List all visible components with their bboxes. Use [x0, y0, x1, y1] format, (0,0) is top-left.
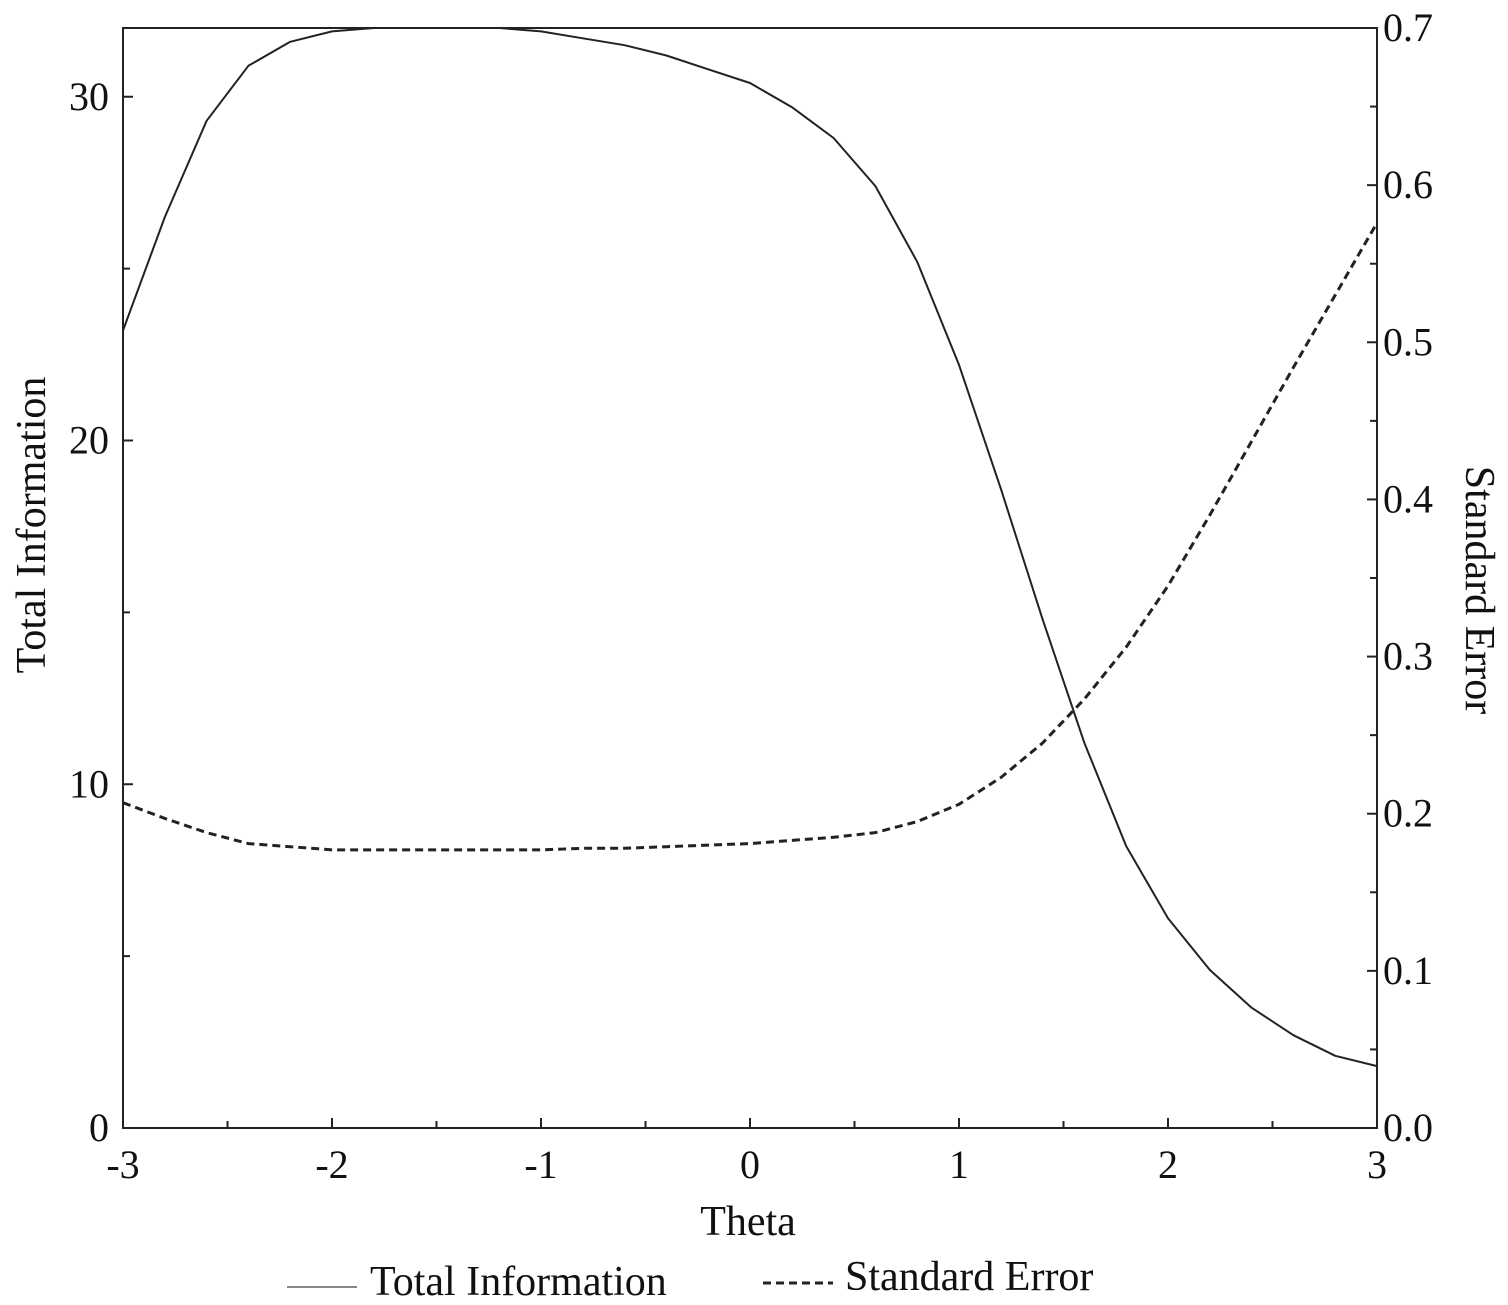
left-y-axis-title: Total Information [9, 377, 55, 674]
right-y-tick-label: 0.2 [1383, 791, 1433, 836]
x-tick-label: 2 [1158, 1142, 1178, 1187]
right-y-axis-title: Standard Error [1456, 466, 1502, 714]
legend-label-standard-error: Standard Error [845, 1254, 1093, 1300]
right-y-axis-ticks: 0.0 0.1 0.2 0.3 0.4 0.5 0.6 0.7 [1367, 5, 1433, 1150]
right-y-tick-label: 0.5 [1383, 319, 1433, 364]
right-y-tick-label: 0.3 [1383, 634, 1433, 679]
left-y-tick-label: 20 [69, 418, 109, 463]
left-y-axis-ticks: 0 10 20 30 [69, 74, 133, 1150]
legend-label-total-information: Total Information [370, 1259, 667, 1305]
left-y-tick-label: 30 [69, 74, 109, 119]
x-axis-title: Theta [700, 1199, 796, 1245]
series-layer [122, 27, 1379, 1068]
x-tick-label: -2 [315, 1142, 348, 1187]
legend: Total Information Standard Error [287, 1254, 1093, 1305]
x-tick-label: 0 [740, 1142, 760, 1187]
left-y-tick-label: 10 [69, 761, 109, 806]
right-y-tick-label: 0.6 [1383, 162, 1433, 207]
x-tick-label: 1 [949, 1142, 969, 1187]
x-tick-label: 3 [1367, 1142, 1387, 1187]
x-tick-label: -3 [106, 1142, 139, 1187]
plot-frame [122, 27, 1378, 1129]
left-y-tick-label: 0 [89, 1105, 109, 1150]
right-y-tick-label: 0.1 [1383, 948, 1433, 993]
x-tick-label: -1 [524, 1142, 557, 1187]
right-y-tick-label: 0.4 [1383, 476, 1433, 521]
series-line-standard-error [122, 222, 1379, 852]
series-line-total-information [122, 27, 1378, 1068]
x-axis-ticks: -3 -2 -1 0 1 2 3 [106, 1118, 1387, 1187]
right-y-tick-label: 0.0 [1383, 1105, 1433, 1150]
right-y-tick-label: 0.7 [1383, 5, 1433, 50]
